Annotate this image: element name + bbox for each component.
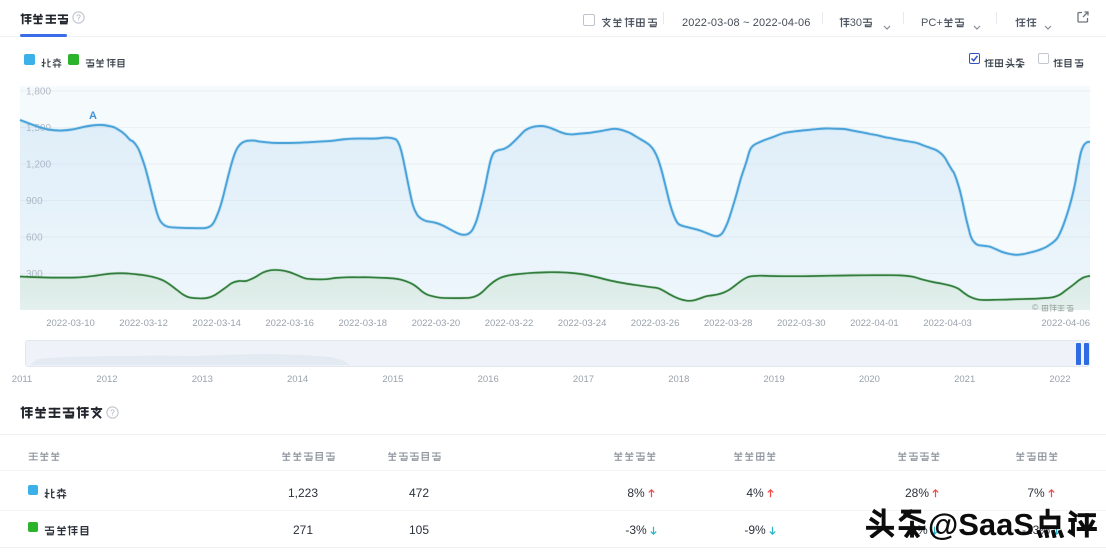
svg-text:?: ?	[76, 12, 81, 22]
svg-text:A: A	[89, 110, 97, 122]
svg-text:?: ?	[110, 407, 115, 417]
svg-text:1,800: 1,800	[26, 87, 51, 98]
